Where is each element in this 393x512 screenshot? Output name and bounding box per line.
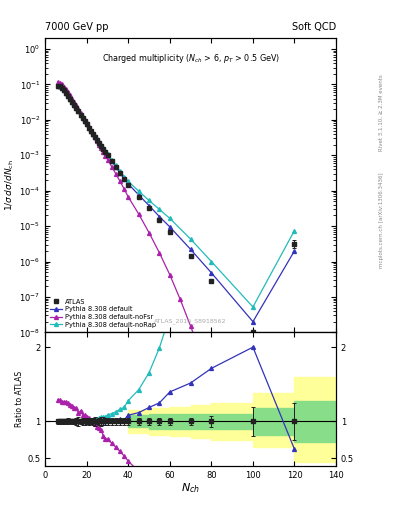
- Text: Rivet 3.1.10, ≥ 2.3M events: Rivet 3.1.10, ≥ 2.3M events: [379, 74, 384, 151]
- Text: 7000 GeV pp: 7000 GeV pp: [45, 22, 109, 32]
- Text: Soft QCD: Soft QCD: [292, 22, 336, 32]
- Y-axis label: Ratio to ATLAS: Ratio to ATLAS: [15, 371, 24, 427]
- Y-axis label: $1/\sigma\,d\sigma/dN_\mathrm{ch}$: $1/\sigma\,d\sigma/dN_\mathrm{ch}$: [4, 159, 17, 211]
- X-axis label: $N_{ch}$: $N_{ch}$: [181, 481, 200, 495]
- Text: ATLAS_2010_S8918562: ATLAS_2010_S8918562: [154, 318, 227, 324]
- Text: mcplots.cern.ch [arXiv:1306.3436]: mcplots.cern.ch [arXiv:1306.3436]: [379, 173, 384, 268]
- Legend: ATLAS, Pythia 8.308 default, Pythia 8.308 default-noFsr, Pythia 8.308 default-no: ATLAS, Pythia 8.308 default, Pythia 8.30…: [48, 297, 157, 329]
- Text: Charged multiplicity ($N_{ch}$ > 6, $p_T$ > 0.5 GeV): Charged multiplicity ($N_{ch}$ > 6, $p_T…: [101, 52, 280, 65]
